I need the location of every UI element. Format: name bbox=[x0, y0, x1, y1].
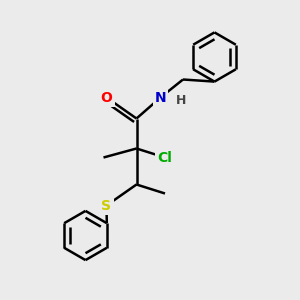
Text: H: H bbox=[176, 94, 187, 107]
Text: N: N bbox=[155, 91, 166, 104]
Text: S: S bbox=[101, 199, 112, 212]
Text: O: O bbox=[100, 91, 112, 104]
Text: Cl: Cl bbox=[158, 151, 172, 164]
